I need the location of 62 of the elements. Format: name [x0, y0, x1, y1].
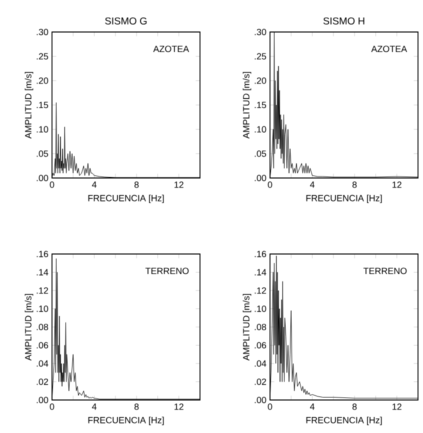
y-tick-label: .10 — [254, 306, 266, 312]
x-tick-label: 4 — [310, 182, 315, 188]
y-tick-label: .02 — [36, 378, 48, 385]
x-axis-title: FRECUENCIA [Hz] — [88, 416, 164, 426]
y-tick-label: .14 — [254, 269, 266, 276]
y-tick-label: .00 — [36, 174, 48, 182]
annotation: TERRENO — [145, 268, 189, 274]
y-tick-label: .25 — [254, 53, 266, 60]
y-tick-label: .06 — [36, 342, 48, 348]
y-axis-title: AMPLITUD [m/s] — [24, 72, 34, 139]
x-tick-label: 8 — [134, 404, 139, 410]
x-tick-label: 12 — [392, 182, 402, 188]
y-axis-title: AMPLITUD [m/s] — [242, 72, 252, 139]
chart-title: SISMO H — [323, 17, 364, 24]
y-tick-label: .06 — [254, 342, 266, 348]
x-tick-label: 4 — [92, 182, 97, 188]
chart-title: SISMO G — [105, 17, 147, 24]
y-tick-label: .04 — [254, 360, 266, 367]
y-tick-label: .10 — [36, 126, 48, 133]
y-tick-label: .16 — [254, 250, 266, 258]
x-tick-label: 12 — [174, 182, 184, 188]
x-tick-label: 8 — [352, 404, 357, 410]
x-tick-label: 0 — [50, 404, 54, 410]
x-tick-label: 0 — [50, 182, 54, 188]
y-tick-label: .00 — [254, 174, 266, 182]
annotation: AZOTEA — [371, 46, 408, 52]
x-axis-title: FRECUENCIA [Hz] — [306, 416, 382, 426]
y-axis-title: AMPLITUD [m/s] — [24, 294, 34, 361]
y-tick-label: .15 — [36, 102, 48, 108]
y-tick-label: .30 — [36, 28, 48, 36]
x-tick-label: 4 — [92, 404, 97, 410]
annotation: TERRENO — [363, 268, 407, 274]
y-tick-label: .12 — [36, 287, 48, 294]
y-tick-label: .05 — [254, 150, 266, 157]
y-tick-label: .02 — [254, 378, 266, 385]
x-tick-label: 4 — [310, 404, 315, 410]
x-axis-title: FRECUENCIA [Hz] — [306, 194, 382, 204]
y-tick-label: .10 — [36, 306, 48, 312]
x-tick-label: 12 — [174, 404, 184, 410]
x-tick-label: 8 — [352, 182, 357, 188]
annotation: AZOTEA — [153, 46, 190, 52]
y-tick-label: .08 — [36, 324, 48, 330]
y-tick-label: .14 — [36, 269, 48, 276]
y-tick-label: .12 — [254, 287, 266, 294]
y-tick-label: .10 — [254, 126, 266, 133]
x-axis-title: FRECUENCIA [Hz] — [88, 194, 164, 204]
y-tick-label: .25 — [36, 53, 48, 60]
x-tick-label: 12 — [392, 404, 402, 410]
y-axis-title: AMPLITUD [m/s] — [242, 294, 252, 361]
x-tick-label: 8 — [134, 182, 139, 188]
y-tick-label: .30 — [254, 28, 266, 36]
y-tick-label: .08 — [254, 324, 266, 330]
y-tick-label: .20 — [36, 77, 48, 84]
y-tick-label: .04 — [36, 360, 48, 367]
x-tick-label: 0 — [268, 404, 272, 410]
x-tick-label: 0 — [268, 182, 272, 188]
y-tick-label: .16 — [36, 250, 48, 258]
y-tick-label: .05 — [36, 150, 48, 157]
y-tick-label: .20 — [254, 77, 266, 84]
y-tick-label: .00 — [254, 396, 266, 404]
y-tick-label: .00 — [36, 396, 48, 404]
y-tick-label: .15 — [254, 102, 266, 108]
